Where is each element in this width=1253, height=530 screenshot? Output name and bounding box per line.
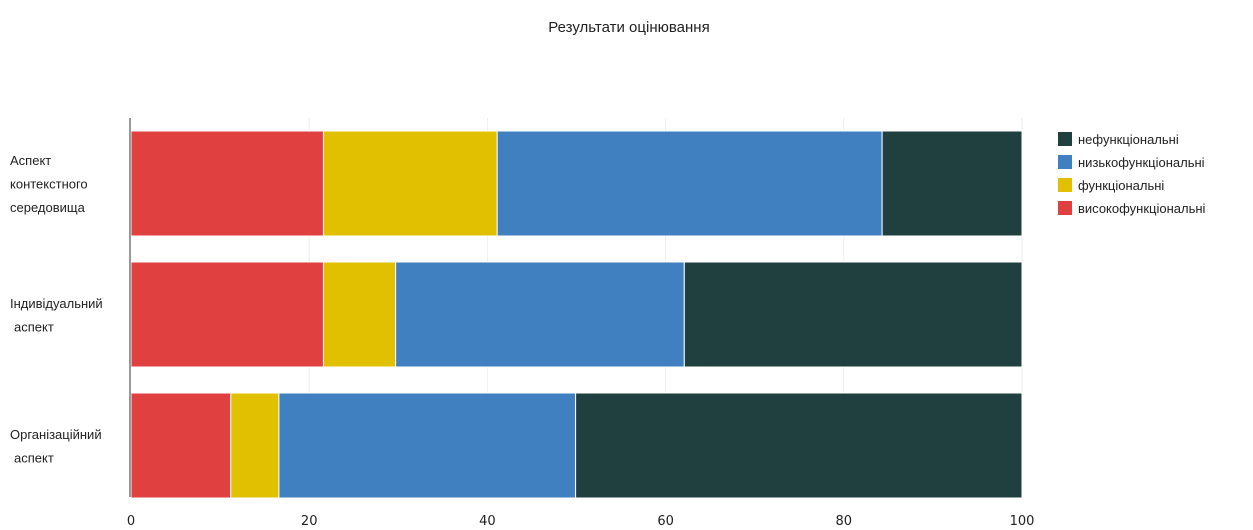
category-labels: Аспект контекстного середовища Індивідуальн… — [10, 153, 103, 465]
bar-segment — [496, 130, 883, 237]
legend: нефункціональні низькофункціональні функці… — [1058, 132, 1206, 216]
x-tick-label: 100 — [1010, 514, 1035, 529]
bar-segment — [881, 130, 1023, 237]
legend-label: функціональні — [1078, 178, 1164, 193]
category-label: аспект — [14, 450, 54, 465]
chart-title: Результати оцінювання — [548, 19, 709, 36]
x-tick-label: 40 — [479, 514, 496, 529]
bar-segment — [395, 261, 685, 368]
x-tick-label: 20 — [301, 514, 318, 529]
bar-segment — [130, 261, 324, 368]
category-label: контекстного — [10, 177, 88, 192]
legend-swatch — [1058, 132, 1072, 146]
x-axis-ticks: 0 20 40 60 80 100 — [127, 514, 1035, 529]
category-label: Організаційний — [10, 427, 102, 442]
bar-segment — [278, 392, 577, 499]
legend-label: нефункціональні — [1078, 132, 1179, 147]
category-label: середовища — [10, 200, 86, 215]
bar-segment — [322, 130, 498, 237]
bar-segment — [230, 392, 280, 499]
legend-swatch — [1058, 155, 1072, 169]
bar-segment — [575, 392, 1023, 499]
x-tick-label: 80 — [836, 514, 853, 529]
legend-swatch — [1058, 178, 1072, 192]
bars — [130, 130, 1023, 499]
legend-swatch — [1058, 201, 1072, 215]
bar-segment — [322, 261, 397, 368]
x-tick-label: 60 — [657, 514, 674, 529]
bar-segment — [683, 261, 1023, 368]
legend-label: високофункціональні — [1078, 201, 1206, 216]
category-label: Аспект — [10, 153, 51, 168]
bar-segment — [130, 392, 232, 499]
x-tick-label: 0 — [127, 514, 135, 529]
bar-segment — [130, 130, 324, 237]
legend-label: низькофункціональні — [1078, 155, 1205, 170]
category-label: аспект — [14, 319, 54, 334]
category-label: Індивідуальний — [10, 296, 103, 311]
